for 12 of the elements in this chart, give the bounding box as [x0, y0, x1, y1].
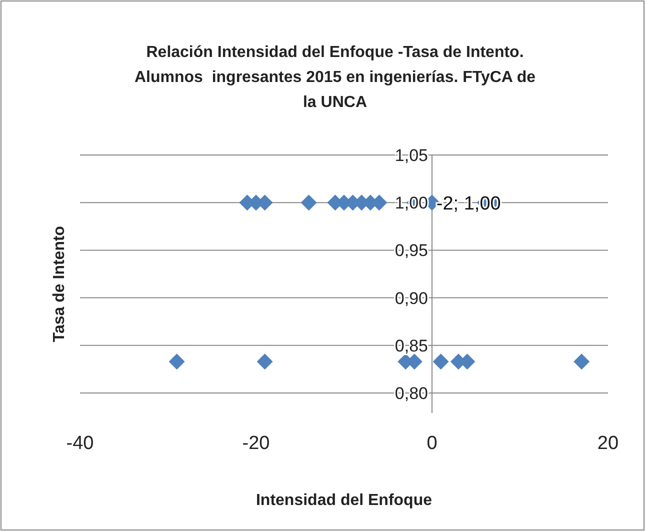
x-tick-label: -40 — [66, 433, 94, 454]
y-tick-label: 0,90 — [394, 288, 428, 308]
x-tick-label: 20 — [597, 433, 619, 454]
x-tick-label: 0 — [426, 433, 438, 454]
y-tick-label: 0,80 — [394, 384, 428, 403]
x-axis-title: Intensidad del Enfoque — [256, 492, 432, 509]
y-tick-label: 1,05 — [394, 146, 428, 165]
x-tick-label: -20 — [242, 433, 270, 454]
y-tick-label: 0,85 — [394, 336, 428, 356]
y-axis-title: Tasa de Intento — [51, 226, 68, 342]
y-tick-label: 0,95 — [394, 241, 428, 260]
chart-title: Relación Intensidad del Enfoque -Tasa de Intento. Alumnos ingresantes 2015 en ingenierías. FTyCA de la UNCA — [134, 44, 536, 111]
